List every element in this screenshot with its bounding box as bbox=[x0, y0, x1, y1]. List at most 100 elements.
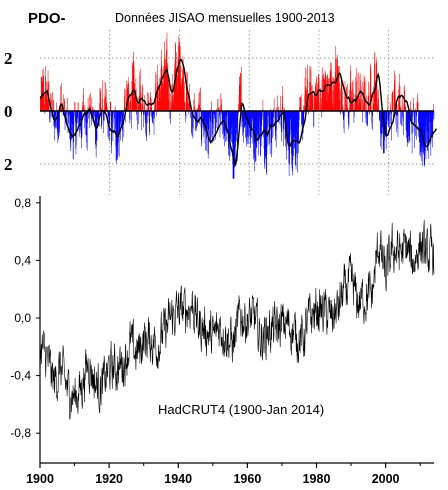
pdo-bar bbox=[286, 111, 288, 136]
pdo-bar bbox=[167, 63, 169, 111]
pdo-bar bbox=[298, 111, 300, 128]
pdo-bar bbox=[252, 111, 253, 121]
pdo-bar bbox=[311, 94, 312, 111]
pdo-bar bbox=[340, 111, 341, 115]
pdo-bar bbox=[57, 111, 59, 143]
pdo-bar bbox=[385, 111, 387, 150]
pdo-bar bbox=[80, 111, 82, 131]
pdo-bar bbox=[341, 84, 343, 111]
pdo-bar bbox=[371, 111, 372, 113]
pdo-bar bbox=[105, 82, 106, 111]
pdo-bar bbox=[77, 111, 78, 123]
pdo-bar bbox=[70, 111, 72, 130]
pdo-bar bbox=[278, 111, 280, 123]
pdo-bar bbox=[93, 111, 95, 113]
pdo-bar bbox=[387, 95, 389, 111]
pdo-bar bbox=[402, 95, 403, 111]
pdo-bar bbox=[128, 77, 129, 111]
pdo-bar bbox=[112, 111, 113, 133]
pdo-bar bbox=[282, 107, 284, 111]
pdo-bar bbox=[342, 91, 343, 111]
pdo-bar bbox=[194, 111, 195, 120]
pdo-bar bbox=[264, 111, 266, 159]
pdo-bar bbox=[109, 111, 111, 117]
pdo-bar bbox=[351, 97, 353, 111]
pdo-bar bbox=[382, 111, 383, 134]
pdo-bar bbox=[336, 82, 337, 111]
pdo-bar bbox=[400, 107, 402, 111]
pdo-bar bbox=[41, 76, 42, 111]
pdo-bar bbox=[428, 111, 430, 145]
pdo-bar bbox=[146, 111, 147, 137]
pdo-bar bbox=[111, 111, 112, 146]
pdo-bar bbox=[402, 111, 404, 122]
pdo-bar bbox=[383, 111, 384, 147]
pdo-bar bbox=[61, 108, 63, 111]
pdo-bar bbox=[101, 98, 103, 111]
pdo-bar bbox=[320, 89, 321, 111]
temperature-x-tick-label: 1940 bbox=[164, 472, 192, 486]
pdo-bar bbox=[381, 111, 382, 127]
pdo-bar bbox=[312, 94, 314, 111]
pdo-bar bbox=[423, 111, 425, 153]
pdo-bar bbox=[76, 111, 77, 146]
pdo-bar bbox=[186, 87, 187, 111]
pdo-bar bbox=[210, 111, 212, 122]
pdo-bar bbox=[258, 111, 260, 140]
pdo-bar bbox=[365, 111, 367, 124]
pdo-bar bbox=[263, 111, 264, 138]
pdo-bar bbox=[389, 102, 391, 111]
pdo-bar bbox=[374, 63, 375, 111]
pdo-bar bbox=[91, 97, 93, 111]
pdo-bar bbox=[217, 108, 219, 111]
pdo-bar bbox=[280, 111, 282, 115]
pdo-bar bbox=[383, 111, 385, 154]
pdo-bar bbox=[226, 111, 227, 134]
pdo-bar bbox=[241, 66, 242, 111]
pdo-bar bbox=[46, 90, 48, 111]
pdo-bar bbox=[367, 111, 369, 125]
pdo-bar bbox=[385, 111, 386, 133]
pdo-bar bbox=[277, 111, 278, 118]
temperature-x-ticks: 1900 1920 1940 1960 1980 2000 bbox=[26, 463, 421, 486]
pdo-bar bbox=[102, 111, 104, 116]
pdo-bar bbox=[68, 111, 70, 116]
pdo-bar bbox=[335, 46, 337, 111]
pdo-bar bbox=[386, 111, 388, 125]
pdo-bar bbox=[338, 69, 340, 111]
pdo-bar bbox=[124, 96, 125, 111]
pdo-bar bbox=[260, 111, 261, 156]
pdo-bar bbox=[138, 111, 139, 125]
pdo-bar bbox=[256, 111, 258, 135]
pdo-bar bbox=[69, 111, 71, 143]
pdo-bar bbox=[186, 71, 188, 111]
pdo-bar bbox=[324, 70, 326, 111]
pdo-bar bbox=[246, 111, 248, 147]
pdo-bar bbox=[418, 111, 419, 123]
pdo-bar bbox=[87, 97, 89, 111]
pdo-bar bbox=[99, 103, 100, 111]
pdo-bar bbox=[266, 111, 267, 173]
pdo-bar bbox=[132, 65, 133, 111]
pdo-bar bbox=[175, 52, 177, 111]
pdo-bar bbox=[141, 111, 142, 131]
pdo-bar bbox=[404, 105, 406, 111]
pdo-bar bbox=[184, 102, 185, 111]
pdo-bar bbox=[265, 111, 267, 168]
temperature-y-tick-label: 0,8 bbox=[14, 196, 31, 210]
pdo-bar bbox=[120, 111, 121, 141]
pdo-bar bbox=[105, 89, 107, 111]
pdo-bar bbox=[140, 91, 142, 111]
pdo-bar bbox=[60, 86, 61, 111]
pdo-bar bbox=[243, 111, 245, 119]
pdo-bar bbox=[337, 54, 338, 111]
pdo-bar bbox=[411, 111, 412, 113]
pdo-bar bbox=[409, 111, 411, 142]
pdo-bar bbox=[396, 105, 398, 111]
pdo-bar bbox=[332, 76, 334, 111]
pdo-bar bbox=[233, 111, 234, 179]
pdo-bar bbox=[354, 100, 355, 111]
pdo-bar bbox=[334, 71, 336, 111]
pdo-bar bbox=[111, 111, 112, 154]
pdo-bar bbox=[372, 111, 373, 117]
